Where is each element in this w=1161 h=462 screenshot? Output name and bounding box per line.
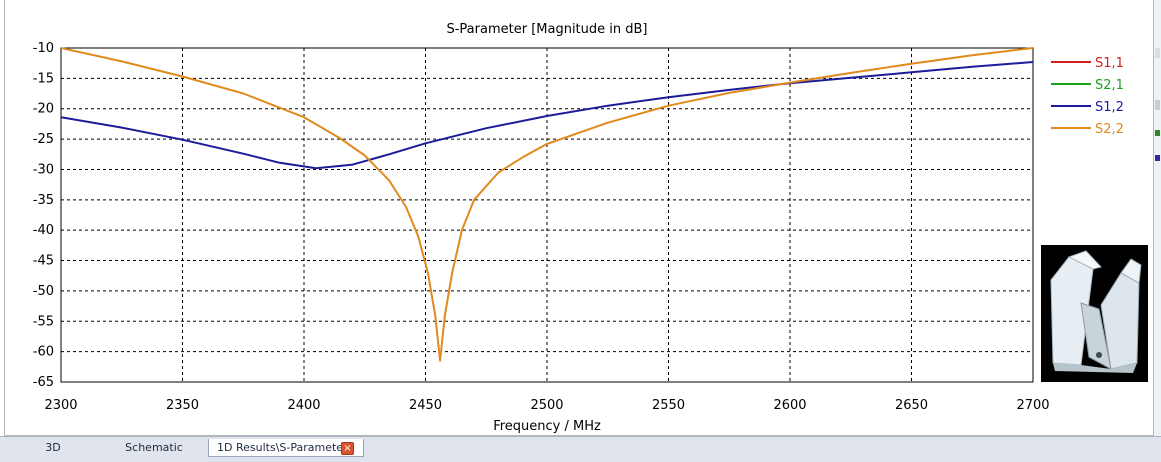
x-tick-label: 2300	[44, 398, 77, 413]
side-scroll-strip[interactable]	[1154, 0, 1161, 436]
x-tick-label: 2400	[287, 398, 320, 413]
y-tick-label: -40	[33, 223, 54, 238]
legend-label-S1-1: S1,1	[1095, 56, 1124, 71]
legend-label-S1-2: S1,2	[1095, 100, 1124, 115]
x-axis-label: Frequency / MHz	[493, 419, 601, 434]
document-tab-bar: 3D Schematic 1D Results\S-Parameters ×	[0, 436, 1161, 462]
x-tick-label: 2350	[166, 398, 199, 413]
x-tick-label: 2700	[1016, 398, 1049, 413]
series-line-S2-2	[61, 47, 1033, 362]
y-tick-label: -50	[33, 284, 54, 299]
legend-label-S2-1: S2,1	[1095, 78, 1124, 93]
y-tick-label: -15	[33, 71, 54, 86]
y-tick-label: -25	[33, 132, 54, 147]
plot-panel: S-Parameter [Magnitude in dB] 2300 2350 240…	[4, 0, 1154, 436]
x-tick-label: 2450	[409, 398, 442, 413]
x-tick-label: 2550	[652, 398, 685, 413]
y-tick-label: -10	[33, 41, 54, 56]
y-tick-label: -30	[33, 162, 54, 177]
y-tick-label: -35	[33, 193, 54, 208]
x-tick-label: 2500	[530, 398, 563, 413]
tab-1d-results-s-parameters[interactable]: 1D Results\S-Parameters ×	[208, 439, 364, 457]
x-tick-label: 2650	[895, 398, 928, 413]
x-tick-label: 2600	[773, 398, 806, 413]
y-tick-label: -65	[33, 375, 54, 390]
legend-label-S2-2: S2,2	[1095, 122, 1124, 137]
tab-3d[interactable]: 3D	[45, 441, 61, 454]
tab-label: 1D Results\S-Parameters	[217, 441, 354, 454]
antenna-model-icon	[1041, 245, 1148, 382]
series-line-S1-2	[61, 61, 1033, 170]
y-tick-label: -45	[33, 254, 54, 269]
antenna-model-thumbnail[interactable]	[1041, 245, 1148, 382]
s-parameter-chart: S-Parameter [Magnitude in dB] 2300 2350 240…	[33, 22, 1124, 434]
chart-title: S-Parameter [Magnitude in dB]	[446, 22, 647, 37]
plot-frame-border	[60, 47, 1034, 383]
y-tick-label: -55	[33, 314, 54, 329]
tab-schematic[interactable]: Schematic	[125, 441, 183, 454]
y-tick-label: -20	[33, 102, 54, 117]
y-tick-label: -60	[33, 345, 54, 360]
close-icon[interactable]: ×	[341, 442, 354, 455]
